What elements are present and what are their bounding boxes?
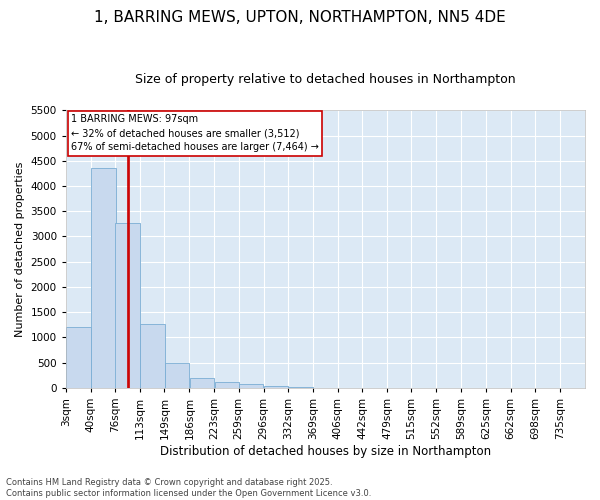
Bar xyxy=(140,324,165,388)
Bar xyxy=(66,327,91,388)
Bar xyxy=(215,382,239,388)
Bar xyxy=(239,384,263,388)
Bar xyxy=(115,223,140,388)
Y-axis label: Number of detached properties: Number of detached properties xyxy=(15,162,25,336)
Text: 1 BARRING MEWS: 97sqm
← 32% of detached houses are smaller (3,512)
67% of semi-d: 1 BARRING MEWS: 97sqm ← 32% of detached … xyxy=(71,114,319,152)
Bar xyxy=(190,378,214,388)
Bar xyxy=(91,168,116,388)
Bar xyxy=(164,363,189,388)
Bar xyxy=(264,386,289,388)
Text: Contains HM Land Registry data © Crown copyright and database right 2025.
Contai: Contains HM Land Registry data © Crown c… xyxy=(6,478,371,498)
Text: 1, BARRING MEWS, UPTON, NORTHAMPTON, NN5 4DE: 1, BARRING MEWS, UPTON, NORTHAMPTON, NN5… xyxy=(94,10,506,25)
X-axis label: Distribution of detached houses by size in Northampton: Distribution of detached houses by size … xyxy=(160,444,491,458)
Title: Size of property relative to detached houses in Northampton: Size of property relative to detached ho… xyxy=(135,72,516,86)
